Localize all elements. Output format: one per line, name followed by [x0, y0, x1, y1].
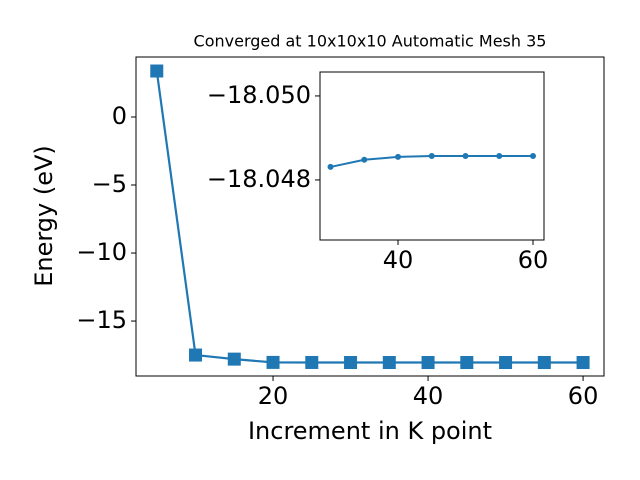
- y-tick-label: −18.048: [207, 165, 311, 193]
- data-point: [462, 153, 469, 159]
- data-point: [460, 356, 474, 370]
- data-point: [428, 153, 435, 159]
- y-tick-label: −5: [92, 170, 127, 198]
- data-point: [344, 356, 358, 370]
- data-point: [361, 156, 368, 163]
- data-point: [327, 163, 334, 170]
- data-point: [496, 153, 503, 159]
- data-point: [382, 356, 396, 370]
- y-tick-label: −18.050: [207, 81, 311, 109]
- y-axis-label: Energy (eV): [30, 145, 58, 287]
- data-point: [537, 356, 551, 370]
- data-point: [499, 356, 513, 370]
- data-point: [395, 153, 402, 160]
- data-point: [305, 355, 319, 369]
- data-point: [189, 348, 203, 362]
- x-tick-label: 20: [258, 382, 289, 410]
- data-point: [150, 64, 164, 78]
- x-tick-label: 40: [413, 382, 444, 410]
- y-tick-label: −15: [76, 306, 127, 334]
- data-point: [529, 153, 536, 159]
- data-point: [421, 356, 435, 370]
- x-tick-label: 40: [383, 246, 414, 274]
- chart-title: Converged at 10x10x10 Automatic Mesh 35: [194, 32, 547, 51]
- data-point: [576, 356, 590, 370]
- y-tick-label: 0: [112, 102, 127, 130]
- x-tick-label: 60: [568, 382, 599, 410]
- y-tick-label: −10: [76, 238, 127, 266]
- x-tick-label: 60: [518, 246, 549, 274]
- x-axis-label: Increment in K point: [248, 417, 492, 445]
- data-point: [227, 352, 241, 366]
- data-point: [266, 355, 280, 369]
